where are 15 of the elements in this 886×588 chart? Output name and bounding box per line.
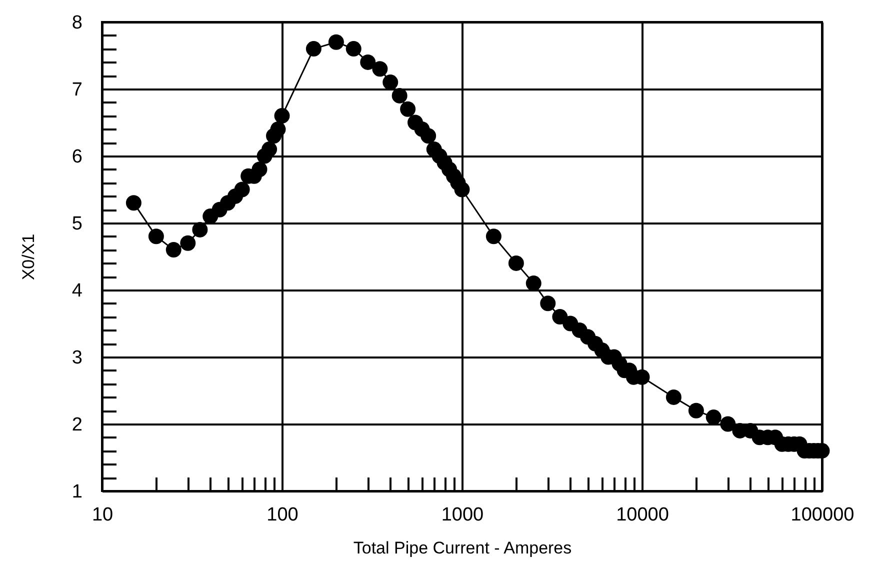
y-tick-label: 4	[72, 280, 83, 302]
y-tick-label: 8	[72, 12, 82, 34]
x-tick-label: 100000	[790, 504, 854, 526]
x-tick-label: 100	[266, 504, 298, 526]
x-axis-title: Total Pipe Current - Amperes	[353, 538, 572, 558]
x-tick-label: 10	[92, 504, 114, 526]
x-tick-label: 10000	[616, 504, 669, 526]
y-tick-label: 6	[72, 146, 82, 168]
x-tick-label: 1000	[441, 504, 484, 526]
y-tick-label: 7	[72, 80, 82, 100]
y-tick-label: 2	[72, 414, 82, 436]
y-axis-title: X0/X1	[18, 234, 38, 280]
y-tick-label: 5	[72, 214, 82, 234]
y-tick-label: 1	[72, 482, 82, 502]
y-tick-label: 3	[72, 348, 82, 368]
